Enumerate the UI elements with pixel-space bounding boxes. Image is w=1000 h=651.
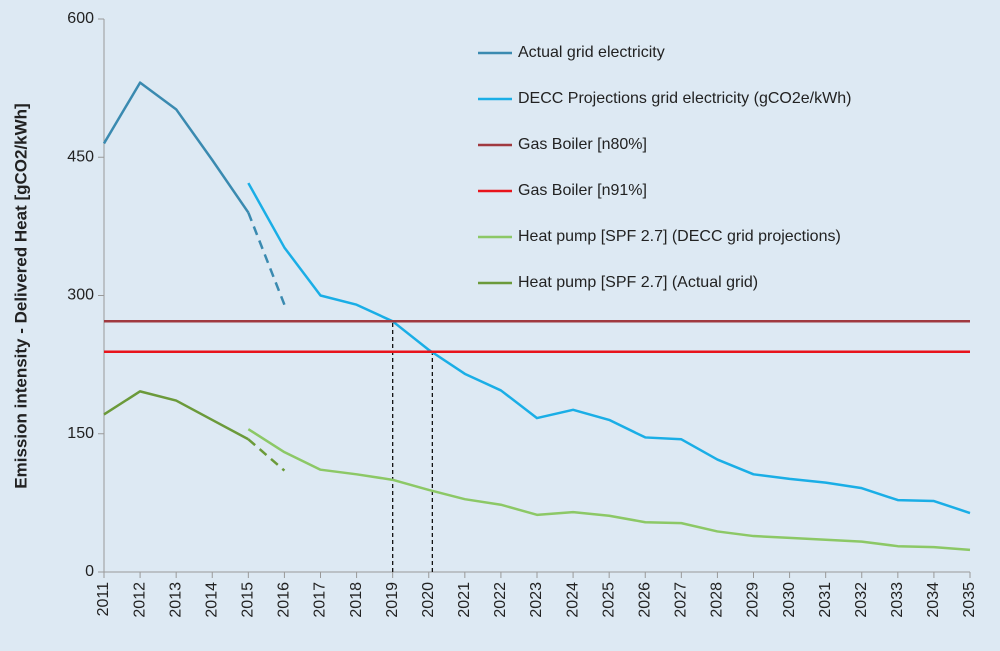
y-tick-label: 150 [67,425,94,442]
y-axis-title: Emission intensity - Delivered Heat [gCO… [11,103,30,488]
series-line [247,212,286,306]
y-tick-label: 300 [67,287,94,304]
legend-label: Heat pump [SPF 2.7] (Actual grid) [518,274,758,291]
x-tick-label: 2014 [203,582,220,618]
legend-label: DECC Projections grid electricity (gCO2e… [518,90,851,107]
x-tick-label: 2015 [240,582,257,618]
legend-label: Heat pump [SPF 2.7] (DECC grid projectio… [518,228,841,245]
x-tick-label: 2018 [348,582,365,618]
x-tick-label: 2021 [456,582,473,618]
x-tick-label: 2012 [131,582,148,618]
series-line [247,438,286,472]
legend-label: Gas Boiler [n91%] [518,182,647,199]
x-tick-label: 2028 [709,582,726,618]
x-tick-label: 2030 [781,582,798,618]
x-tick-label: 2024 [564,582,581,618]
x-tick-label: 2032 [853,582,870,618]
y-tick-label: 450 [67,148,94,165]
y-tick-label: 0 [85,563,94,580]
x-tick-label: 2027 [673,582,690,618]
legend-label: Gas Boiler [n80%] [518,136,647,153]
series-line [102,81,250,214]
series-line [247,182,971,515]
x-tick-label: 2026 [636,582,653,618]
x-tick-label: 2011 [95,582,112,617]
x-tick-label: 2013 [167,582,184,618]
x-tick-label: 2031 [817,582,834,618]
series-line [247,428,971,552]
legend-label: Actual grid electricity [518,44,665,61]
x-tick-label: 2033 [889,582,906,618]
x-tick-label: 2025 [600,582,617,618]
x-tick-label: 2017 [312,582,329,618]
series-line [103,390,249,441]
x-tick-label: 2016 [276,582,293,618]
x-tick-label: 2020 [420,582,437,618]
x-tick-label: 2019 [384,582,401,618]
x-tick-label: 2029 [745,582,762,618]
x-tick-label: 2023 [528,582,545,618]
x-tick-label: 2022 [492,582,509,618]
y-tick-label: 600 [67,10,94,27]
x-tick-label: 2034 [925,582,942,618]
x-tick-label: 2035 [961,582,978,618]
